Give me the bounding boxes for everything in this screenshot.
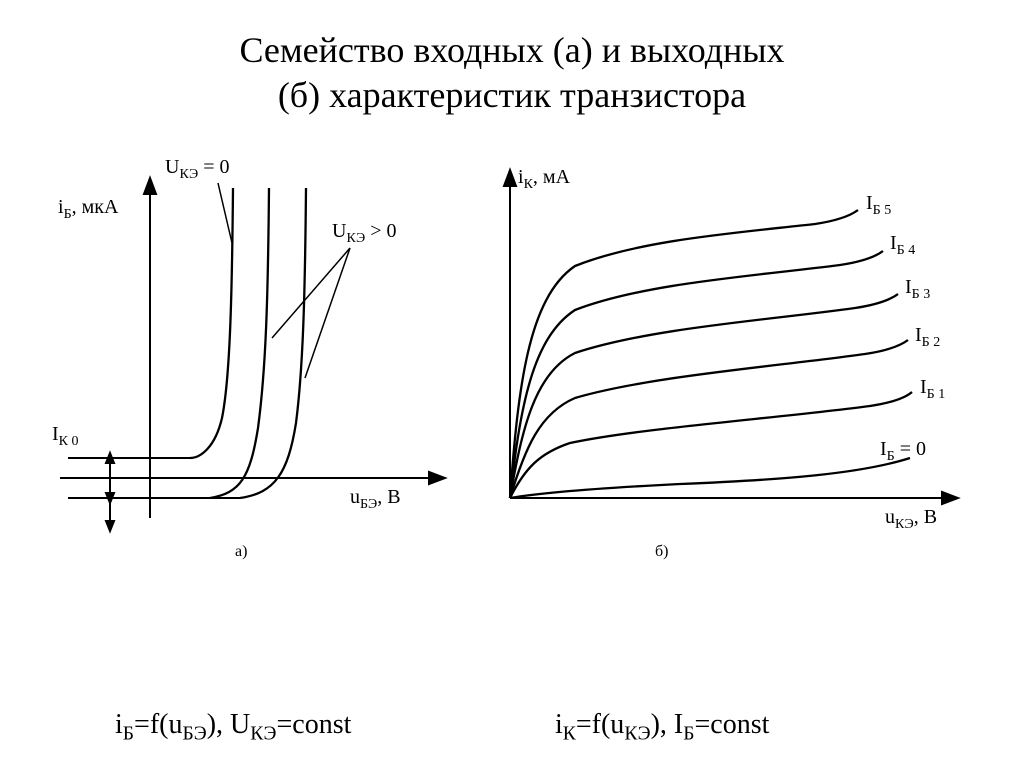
chart-a-ik0: IК 0 <box>52 423 79 450</box>
chart-b-curve-label-0: IБ = 0 <box>880 438 926 465</box>
formula-a: iБ=f(uБЭ), UКЭ=const <box>115 709 351 746</box>
chart-b-xlabel: uКЭ, В <box>885 506 937 533</box>
chart-b-curve-label-5: IБ 5 <box>866 192 891 219</box>
chart-b-caption: б) <box>655 543 668 561</box>
chart-a-anno2: UКЭ > 0 <box>332 220 397 247</box>
title-line1: Семейство входных (а) и выходных <box>239 30 784 70</box>
chart-b-curve-label-1: IБ 1 <box>920 376 945 403</box>
chart-a-caption: а) <box>235 543 247 561</box>
chart-a-ylabel: iБ, мкА <box>58 196 118 223</box>
chart-b-ylabel: iК, мА <box>518 166 570 193</box>
title-line2: (б) характеристик транзистора <box>278 75 746 115</box>
chart-a: iБ, мкА uБЭ, В UКЭ = 0 UКЭ > 0 IК 0 а) <box>40 148 460 548</box>
chart-b-curve-label-4: IБ 4 <box>890 232 915 259</box>
chart-a-anno1: UКЭ = 0 <box>165 156 230 183</box>
chart-b-curve-label-3: IБ 3 <box>905 276 930 303</box>
chart-b-svg <box>480 148 980 548</box>
chart-a-xlabel: uБЭ, В <box>350 486 401 513</box>
formula-b: iК=f(uКЭ), IБ=const <box>555 709 769 746</box>
chart-b: iК, мА uКЭ, В IБ 5 IБ 4 IБ 3 IБ 2 IБ 1 I… <box>480 148 980 548</box>
chart-b-curve-label-2: IБ 2 <box>915 324 940 351</box>
